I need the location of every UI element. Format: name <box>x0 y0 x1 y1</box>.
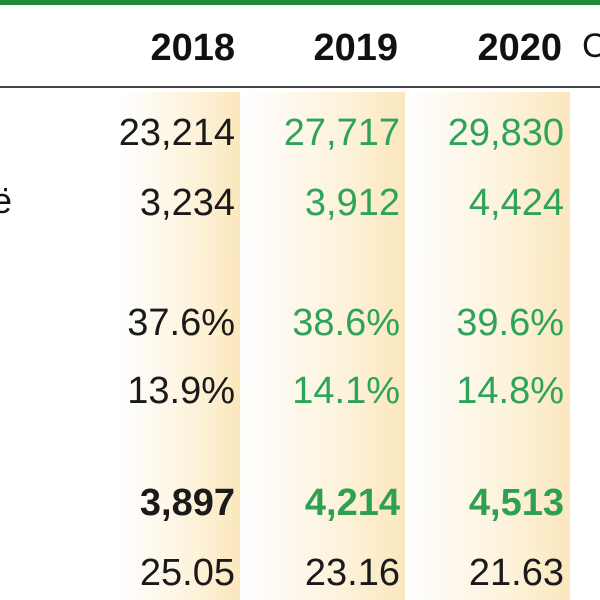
cell-row4-2019: 14.1% <box>292 370 400 412</box>
cell-row1-2020: 29,830 <box>447 112 564 154</box>
cell-row1-2019: 27,717 <box>283 112 400 154</box>
year-header-2018: 2018 <box>150 27 235 69</box>
cell-row6-2019: 23.16 <box>304 552 400 594</box>
cell-row5-2018: 3,897 <box>139 482 235 524</box>
cell-row2-2019: 3,912 <box>304 182 400 224</box>
cell-row6-2018: 25.05 <box>139 552 235 594</box>
year-header-2020: 2020 <box>477 27 562 69</box>
cell-row1-2018: 23,214 <box>118 112 235 154</box>
cell-row3-2018: 37.6% <box>127 302 235 344</box>
column-shade-2020 <box>405 92 570 600</box>
cell-row2-2018: 3,234 <box>139 182 235 224</box>
cell-row4-2020: 14.8% <box>456 370 564 412</box>
cell-row5-2020: 4,513 <box>468 482 564 524</box>
top-accent-bar <box>0 0 600 5</box>
row-label-fragment: ë <box>0 180 13 221</box>
year-header-2019: 2019 <box>313 27 398 69</box>
cell-row5-2019: 4,214 <box>304 482 400 524</box>
cell-row4-2018: 13.9% <box>127 370 235 412</box>
cell-row3-2019: 38.6% <box>292 302 400 344</box>
cell-row6-2020: 21.63 <box>468 552 564 594</box>
year-header-cut: C <box>582 27 600 65</box>
cell-row3-2020: 39.6% <box>456 302 564 344</box>
column-shade-2019 <box>240 92 405 600</box>
column-shade-2018 <box>120 92 240 600</box>
header-rule <box>0 86 600 88</box>
cell-row2-2020: 4,424 <box>468 182 564 224</box>
header-row: 2018 2019 2020 C <box>0 5 600 85</box>
